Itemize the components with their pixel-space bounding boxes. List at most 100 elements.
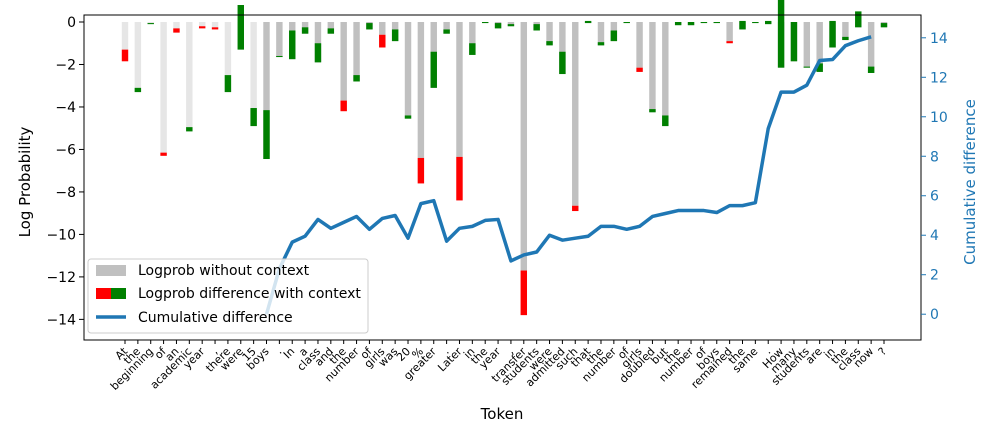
legend: Logprob without context Logprob differen… (87, 258, 369, 334)
bar-diff-increase (327, 28, 335, 34)
bar-diff-increase (391, 29, 399, 42)
bar-without-context (417, 22, 425, 158)
bar-without-context (211, 22, 219, 28)
x-tick-label: In (281, 345, 297, 361)
y-tick-label: −8 (55, 185, 76, 201)
bar-without-context (546, 22, 553, 46)
bar-without-context (572, 22, 579, 206)
bar-without-context (173, 22, 180, 29)
bar-without-context (314, 22, 322, 63)
plot-frame (83, 14, 922, 341)
bar-diff-decrease (160, 152, 167, 156)
legend-box (87, 258, 369, 334)
bar-diff-increase (662, 115, 669, 127)
bar-diff-decrease (572, 205, 579, 212)
bar-diff-increase (507, 24, 515, 27)
bar-diff-increase (739, 20, 746, 30)
x-tick-label: . (762, 345, 774, 357)
y-tick-label: −10 (46, 227, 76, 243)
bar-diff-increase (134, 87, 142, 93)
bar-diff-increase (559, 51, 566, 75)
bar-diff-increase (263, 110, 270, 160)
bar-diff-increase (314, 43, 322, 63)
bar-diff-increase (250, 108, 257, 127)
bar-diff-increase (533, 24, 540, 31)
axes-layer: 0 −2 −4 −6 −8 −10 −12 −14 0 2 4 6 8 10 12 14 (46, 14, 948, 341)
bar-without-context (456, 22, 463, 157)
bar-without-context (340, 22, 347, 101)
bar-diff-decrease (456, 156, 463, 201)
bar-without-context (198, 22, 206, 27)
bar-without-context (816, 22, 823, 72)
x-tick-label: , (504, 345, 516, 357)
bar-diff-increase (803, 66, 811, 68)
bar-diff-increase (584, 20, 592, 24)
bar-without-context (726, 22, 733, 42)
bar-diff-increase (610, 30, 618, 42)
x-tick-label: ? (876, 345, 889, 358)
bar-without-context (404, 22, 412, 119)
bar-without-context (327, 22, 335, 34)
bar-without-context (559, 22, 566, 75)
bar-without-context (250, 22, 257, 127)
legend-label-cumulative: Cumulative difference (138, 310, 293, 326)
bar-diff-decrease (173, 28, 180, 33)
bar-without-context (379, 22, 386, 35)
legend-swatch-without-context (96, 265, 126, 276)
bar-diff-increase (674, 22, 682, 26)
bar-without-context (803, 22, 811, 68)
bar-diff-increase (494, 23, 502, 29)
bar-diff-increase (301, 27, 309, 34)
bar-diff-increase (867, 66, 875, 73)
y-tick-label: −4 (55, 100, 76, 116)
bar-without-context (443, 22, 450, 34)
bar-without-context (842, 22, 849, 41)
bar-diff-increase (430, 51, 437, 88)
y2-tick-label: 0 (930, 307, 939, 323)
bar-diff-increase (443, 29, 450, 34)
bar-diff-increase (700, 22, 708, 24)
cumulative-difference-line (264, 35, 872, 315)
x-tick-label: Later (435, 345, 465, 375)
y2-tick-label: 2 (930, 268, 939, 284)
y2-tick-label: 4 (930, 228, 939, 244)
bar-diff-increase (790, 22, 798, 62)
bar-diff-increase (649, 109, 656, 113)
bar-diff-increase (777, 0, 785, 68)
bar-without-context (649, 22, 656, 113)
legend-label-without-context: Logprob without context (138, 263, 310, 279)
bar-diff-increase (276, 55, 283, 58)
bar-diff-decrease (121, 49, 129, 62)
legend-swatch-increase (111, 288, 126, 299)
bar-without-context (867, 22, 875, 73)
bar-without-context (662, 22, 669, 127)
bar-diff-decrease (211, 27, 219, 30)
bar-diff-decrease (198, 26, 206, 29)
cumulative-line-layer (264, 35, 872, 315)
bar-diff-increase (147, 23, 154, 25)
x-tick-label: are (803, 345, 825, 367)
bar-diff-increase (623, 22, 630, 24)
bar-diff-increase (816, 63, 823, 72)
y-axis-label: Log Probability (16, 126, 34, 237)
bar-diff-increase (481, 22, 489, 24)
y2-axis-label: Cumulative difference (961, 99, 979, 265)
bar-diff-increase (842, 36, 849, 41)
bar-diff-increase (829, 20, 836, 48)
bar-diff-increase (597, 42, 605, 46)
bar-without-context (636, 22, 643, 68)
y-tick-label: 0 (67, 15, 76, 31)
bar-without-context (263, 22, 270, 160)
y2-tick-label: 8 (930, 149, 939, 165)
bar-without-context (353, 22, 360, 82)
y2-tick-label: 6 (930, 189, 939, 205)
y-tick-label: −12 (46, 270, 76, 286)
bar-diff-increase (237, 5, 244, 50)
bar-without-context (186, 22, 193, 132)
bar-diff-decrease (726, 41, 733, 44)
y-tick-label: −2 (55, 57, 76, 73)
bar-diff-increase (546, 41, 553, 46)
legend-label-difference: Logprob difference with context (138, 286, 361, 302)
x-axis-label: Token (480, 405, 524, 423)
